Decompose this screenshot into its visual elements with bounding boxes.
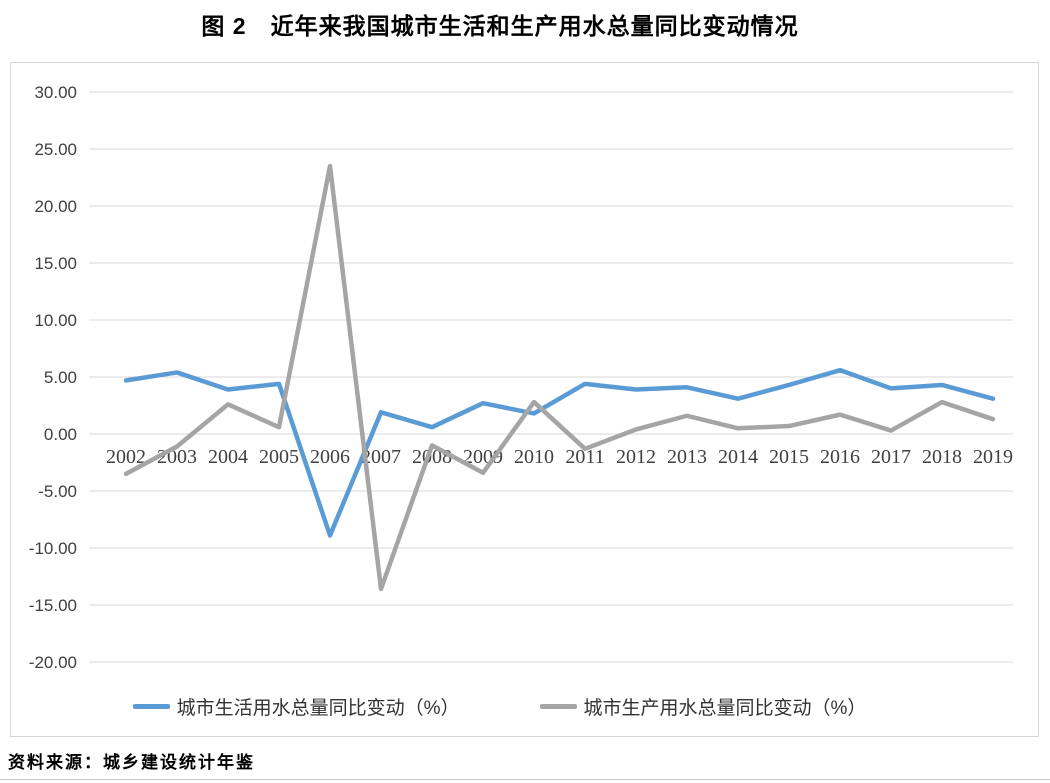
- x-tick-label: 2007: [361, 446, 401, 468]
- x-tick-label: 2015: [769, 446, 809, 468]
- y-tick-label: 5.00: [44, 368, 77, 387]
- y-tick-label: 20.00: [34, 197, 77, 216]
- x-tick-label: 2011: [565, 446, 604, 468]
- y-tick-label: -10.00: [29, 539, 77, 558]
- series-line-0: [123, 367, 996, 538]
- y-tick-label: 10.00: [34, 311, 77, 330]
- x-tick-label: 2012: [616, 446, 656, 468]
- y-tick-label: 30.00: [34, 83, 77, 102]
- y-tick-label: 25.00: [34, 140, 77, 159]
- x-tick-label: 2017: [871, 446, 911, 468]
- x-tick-label: 2004: [208, 446, 248, 468]
- x-tick-label: 2018: [922, 446, 962, 468]
- x-tick-label: 2019: [973, 446, 1013, 468]
- x-tick-label: 2002: [106, 446, 146, 468]
- legend-entry-production: 城市生产用水总量同比变动（%）: [539, 693, 867, 720]
- x-tick-label: 2005: [259, 446, 299, 468]
- legend-label-domestic: 城市生活用水总量同比变动（%）: [176, 698, 460, 719]
- chart-title: 图 2 近年来我国城市生活和生产用水总量同比变动情况: [201, 13, 799, 39]
- series-line-1: [123, 163, 996, 592]
- y-tick-label: -15.00: [29, 596, 77, 615]
- legend-entry-domestic: 城市生活用水总量同比变动（%）: [132, 693, 460, 720]
- y-tick-label: -5.00: [38, 482, 77, 501]
- plot-svg: 30.00 25.00 20.00 15.00 10.00 5.00 0.00 -5.00 -1…: [29, 83, 1013, 672]
- x-tick-label: 2006: [310, 446, 350, 468]
- legend-swatch-domestic: [132, 704, 170, 709]
- y-tick-label: 15.00: [34, 254, 77, 273]
- x-tick-label: 2014: [718, 446, 758, 468]
- bottom-rule: [0, 779, 1050, 780]
- x-tick-label: 2003: [157, 446, 197, 468]
- y-tick-label: 0.00: [44, 425, 77, 444]
- x-tick-label: 2010: [514, 446, 554, 468]
- legend-label-production: 城市生产用水总量同比变动（%）: [583, 698, 867, 719]
- source-note: 资料来源：城乡建设统计年鉴: [8, 753, 255, 772]
- y-tick-label: -20.00: [29, 653, 77, 672]
- legend-swatch-production: [539, 704, 577, 709]
- chart-area: 30.00 25.00 20.00 15.00 10.00 5.00 0.00 -5.00 -1…: [10, 62, 1039, 737]
- x-tick-label: 2013: [667, 446, 707, 468]
- legend: 城市生活用水总量同比变动（%） 城市生产用水总量同比变动（%）: [11, 693, 1038, 720]
- x-tick-label: 2016: [820, 446, 860, 468]
